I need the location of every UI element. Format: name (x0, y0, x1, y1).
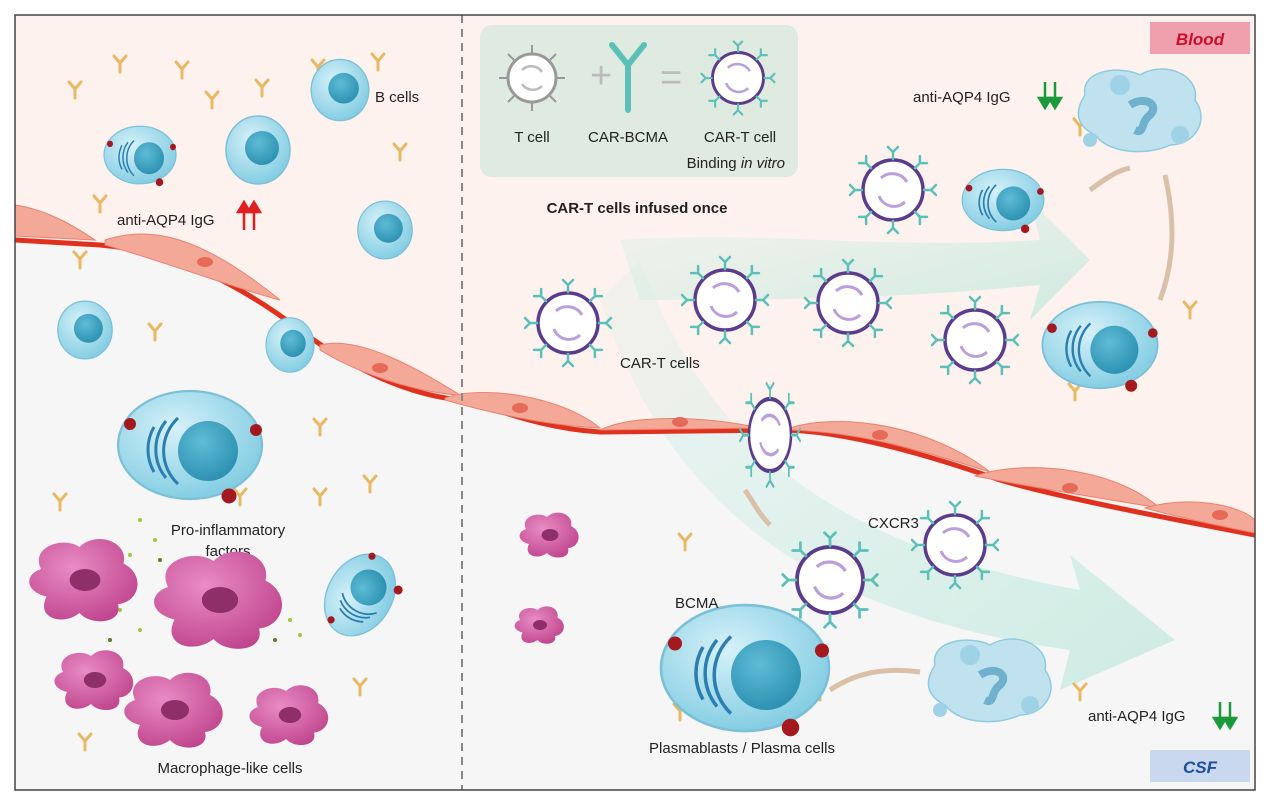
decrease-arrows-icon (1036, 82, 1064, 111)
b-cell (225, 115, 291, 185)
plus-sign: + (590, 55, 612, 97)
decrease-arrows-icon (1211, 702, 1239, 731)
b-cell (310, 58, 370, 122)
kill-arrows (742, 165, 1175, 693)
pro-inflammatory-label-1: Pro-inflammatory (171, 522, 286, 539)
b-cell (57, 300, 113, 360)
apoptotic-cell (1078, 69, 1201, 152)
anti-aqp4-top-label: anti-AQP4 IgG (913, 89, 1011, 106)
car-t-cells-label: CAR-T cells (620, 355, 700, 372)
anti-aqp4-left-label: anti-AQP4 IgG (117, 212, 215, 229)
legend-t-cell: T cell (514, 129, 550, 146)
plasma-label: Plasmablasts / Plasma cells (649, 740, 835, 757)
infused-label: CAR-T cells infused once (547, 200, 728, 217)
apoptotic-cell (928, 639, 1051, 722)
blood-badge (1150, 22, 1250, 54)
csf-label: CSF (1183, 758, 1218, 777)
legend-binding: Binding in vitro (687, 155, 785, 172)
b-cells-label: B cells (375, 89, 419, 106)
macrophage-label: Macrophage-like cells (157, 760, 302, 777)
legend-car-t-cell: CAR-T cell (704, 129, 776, 146)
legend-car-bcma: CAR-BCMA (588, 129, 668, 146)
endothelial-nuclei (197, 257, 1228, 520)
csf-badge (1150, 750, 1250, 782)
equals-sign: = (660, 57, 682, 99)
migrating-b-cell (265, 317, 315, 373)
t-cell-icon (499, 45, 565, 111)
b-cell (357, 200, 413, 260)
blood-label: Blood (1176, 30, 1225, 49)
anti-aqp4-bottom-label: anti-AQP4 IgG (1088, 708, 1186, 725)
bcma-label: BCMA (675, 595, 718, 612)
frame (14, 14, 1256, 791)
flow-arrow-lower (600, 260, 1175, 690)
cxcr3-label: CXCR3 (868, 515, 919, 532)
increase-arrows-icon (235, 199, 263, 230)
legend-box: + = T cell CAR-BCMA CAR-T cell Binding i… (480, 25, 798, 177)
car-bcma-icon (609, 42, 647, 113)
vessel-wall (14, 237, 1256, 538)
